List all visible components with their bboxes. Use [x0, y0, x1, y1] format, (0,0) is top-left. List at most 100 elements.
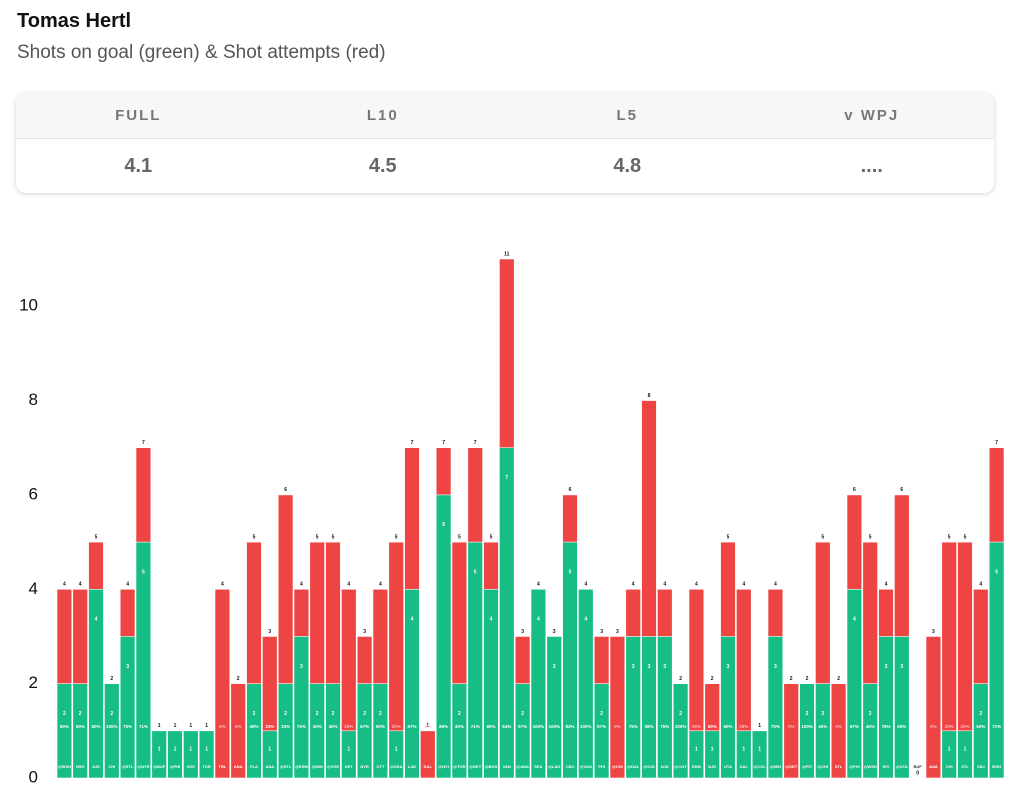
- attempts-label: 5: [821, 534, 824, 540]
- pct-label: 80%: [91, 724, 100, 729]
- x-tick-label: STL: [835, 764, 843, 769]
- shots-bar: [372, 683, 389, 779]
- shots-label: 7: [505, 475, 508, 481]
- shots-bar: [467, 541, 483, 779]
- shots-bar: [578, 588, 594, 779]
- pct-label: 100%: [548, 724, 560, 729]
- shots-label: 1: [347, 747, 350, 753]
- shots-bar: [483, 588, 499, 779]
- shots-bar: [562, 541, 578, 779]
- y-tick-label: 2: [29, 673, 38, 692]
- pct-label: 75%: [771, 724, 780, 729]
- attempts-label: 7: [142, 440, 145, 446]
- summary-value: ....: [860, 154, 883, 177]
- shots-bar: [720, 636, 736, 779]
- shots-label: 4: [95, 617, 98, 623]
- shots-bar: [988, 541, 1005, 779]
- pct-label: 20%: [945, 724, 954, 729]
- x-tick-label: @VGK: [327, 764, 340, 769]
- shots-bar: [941, 730, 957, 779]
- x-tick-label: @NYI: [438, 764, 449, 769]
- shots-label: 3: [648, 664, 651, 670]
- shots-label: 3: [632, 664, 635, 670]
- pct-label: 33%: [281, 724, 290, 729]
- attempts-label: 1: [189, 723, 192, 729]
- shots-bar: [56, 683, 73, 779]
- pct-label: 100%: [801, 724, 813, 729]
- shots-bar: [593, 683, 610, 779]
- x-tick-label: ANA: [929, 764, 938, 769]
- summary-column: L5: [616, 107, 638, 124]
- shots-bar: [119, 636, 136, 779]
- x-tick-label: SEA: [534, 764, 542, 769]
- shots-bar: [388, 730, 404, 779]
- shots-bar: [151, 730, 167, 779]
- shots-bar: [293, 636, 310, 779]
- pct-label: 75%: [123, 724, 132, 729]
- shots-label: 5: [569, 569, 572, 575]
- shots-label: 4: [853, 617, 856, 623]
- shots-label: 1: [174, 747, 177, 753]
- x-tick-label: @DET: [469, 764, 481, 769]
- shots-label: 2: [316, 711, 319, 717]
- shots-bar: [815, 683, 831, 779]
- pct-label: 25%: [739, 724, 748, 729]
- x-tick-label: @BUF: [153, 764, 166, 769]
- summary-value: 4.1: [124, 154, 153, 177]
- shots-label: 2: [458, 711, 461, 717]
- x-tick-label: ANA: [234, 764, 243, 769]
- x-tick-label: DAL: [424, 764, 433, 769]
- pct-label: 50%: [708, 724, 717, 729]
- pct-label: 50%: [376, 724, 385, 729]
- shots-label: 1: [695, 747, 698, 753]
- x-tick-label: STL: [961, 764, 969, 769]
- pct-label: 100%: [533, 724, 545, 729]
- shots-label: 1: [189, 747, 192, 753]
- x-tick-label: VAN: [503, 764, 511, 769]
- shots-bar: [135, 541, 152, 779]
- shots-bar: [356, 683, 373, 779]
- attempts-label: 5: [253, 534, 256, 540]
- pct-label: 0%: [235, 724, 242, 729]
- attempts-label: 5: [332, 534, 335, 540]
- shots-bar: [973, 683, 989, 779]
- shots-label: 1: [964, 747, 967, 753]
- attempts-label: 4: [584, 582, 587, 588]
- attempts-bar: [783, 683, 799, 779]
- pct-label: 71%: [992, 724, 1001, 729]
- y-tick-label: 4: [29, 579, 38, 598]
- attempts-label: 5: [964, 534, 967, 540]
- shots-bar: [704, 730, 720, 779]
- attempts-label: 5: [490, 534, 493, 540]
- x-tick-label: WSH: [992, 764, 1001, 769]
- attempts-label: 6: [569, 487, 572, 493]
- shots-bar: [688, 730, 705, 779]
- pct-label: 75%: [629, 724, 638, 729]
- attempts-label: 6: [284, 487, 287, 493]
- shots-bar: [309, 683, 325, 779]
- x-tick-label: @DET: [785, 764, 797, 769]
- shots-label: 2: [110, 711, 113, 717]
- attempts-label: 4: [347, 582, 350, 588]
- x-tick-label: ANA: [265, 764, 274, 769]
- pct-label: 38%: [644, 724, 653, 729]
- pct-label: 0%: [614, 724, 621, 729]
- pct-label: 20%: [960, 724, 969, 729]
- pct-label: 57%: [407, 724, 416, 729]
- attempts-label: 3: [616, 629, 619, 635]
- attempts-label: 4: [979, 582, 982, 588]
- summary-column: v WPJ: [844, 107, 900, 124]
- attempts-label: 4: [126, 582, 129, 588]
- shots-label: 2: [821, 711, 824, 717]
- pct-label: 100%: [675, 724, 687, 729]
- shots-bar: [277, 683, 294, 779]
- shots-label: 1: [268, 747, 271, 753]
- attempts-label: 8: [648, 393, 651, 399]
- shots-label: 4: [490, 617, 493, 623]
- x-tick-label: @CGY: [674, 764, 687, 769]
- shots-bar: [198, 730, 215, 779]
- shots-label: 4: [411, 617, 414, 623]
- pct-label: 50%: [60, 724, 69, 729]
